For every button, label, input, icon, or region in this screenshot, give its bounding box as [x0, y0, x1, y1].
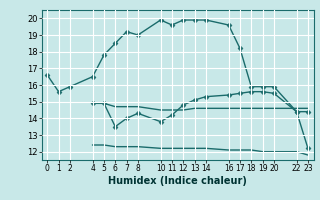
- X-axis label: Humidex (Indice chaleur): Humidex (Indice chaleur): [108, 176, 247, 186]
